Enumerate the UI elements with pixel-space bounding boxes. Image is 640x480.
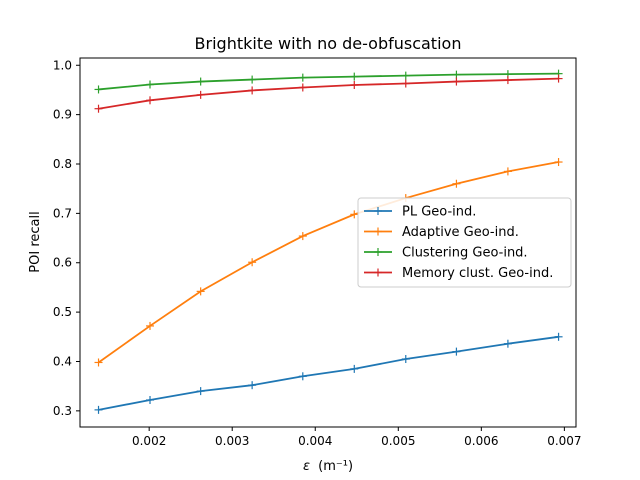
data-point: [298, 372, 307, 381]
data-point: [94, 104, 103, 113]
data-point: [298, 232, 307, 241]
data-point: [452, 70, 461, 79]
series-2: [94, 158, 563, 367]
data-point: [248, 75, 257, 84]
legend-item: Memory clust. Geo-ind.: [364, 266, 553, 281]
x-axis-label-symbol: ε: [303, 459, 310, 474]
y-tick-label: 0.9: [53, 108, 72, 122]
series-line: [98, 335, 559, 411]
y-axis-label: POI recall: [28, 211, 43, 272]
x-tick-label: 0.003: [215, 434, 249, 448]
x-tick-label: 0.004: [298, 434, 332, 448]
data-point: [350, 72, 359, 81]
data-point: [503, 339, 512, 348]
data-point: [196, 287, 205, 296]
data-point: [350, 210, 359, 219]
series-line: [98, 77, 559, 110]
data-point: [452, 347, 461, 356]
data-point: [146, 395, 155, 404]
y-tick-label: 0.8: [53, 157, 72, 171]
series-4: [94, 74, 563, 113]
y-tick-label: 0.4: [53, 354, 72, 368]
legend-label: PL Geo-ind.: [402, 205, 476, 220]
y-tick-label: 0.7: [53, 206, 72, 220]
data-point: [248, 381, 257, 390]
data-point: [146, 96, 155, 105]
data-point: [503, 76, 512, 85]
data-point: [452, 179, 461, 188]
y-tick-label: 0.3: [53, 404, 72, 418]
data-point: [248, 86, 257, 95]
data-point: [94, 85, 103, 94]
legend-marker: [374, 268, 382, 277]
data-point: [146, 321, 155, 330]
legend-marker: [374, 248, 382, 256]
series-3: [94, 69, 563, 94]
data-point: [554, 74, 563, 83]
data-point: [146, 80, 155, 89]
x-axis-label: ε (m⁻¹): [303, 459, 353, 474]
x-tick-label: 0.005: [381, 434, 415, 448]
x-axis-label-unit: (m⁻¹): [318, 459, 353, 474]
data-point: [554, 158, 563, 167]
data-point: [94, 405, 103, 414]
data-point: [196, 90, 205, 99]
data-point: [350, 364, 359, 373]
data-point: [196, 77, 205, 86]
legend-label: Clustering Geo-ind.: [402, 246, 528, 261]
x-tick-label: 0.006: [464, 434, 498, 448]
data-point: [94, 358, 103, 367]
y-tick-label: 0.6: [53, 256, 72, 270]
series-line: [98, 72, 559, 91]
data-point: [452, 77, 461, 86]
x-tick-label: 0.007: [547, 434, 581, 448]
data-point: [248, 258, 257, 267]
y-tick-label: 1.0: [53, 58, 72, 72]
legend-label: Adaptive Geo-ind.: [402, 225, 519, 240]
data-point: [298, 83, 307, 92]
data-point: [401, 79, 410, 88]
legend-item: Adaptive Geo-ind.: [364, 225, 519, 240]
legend-marker: [374, 227, 382, 236]
x-tick-label: 0.002: [132, 434, 166, 448]
series-1: [94, 332, 563, 414]
legend-item: Clustering Geo-ind.: [364, 246, 528, 261]
legend-box: [357, 197, 572, 288]
data-point: [298, 73, 307, 82]
chart-title: Brightkite with no de-obfuscation: [195, 34, 462, 53]
series-line: [97, 161, 559, 364]
legend-label: Memory clust. Geo-ind.: [402, 266, 553, 281]
legend-item: PL Geo-ind.: [364, 205, 476, 220]
series-layer: [94, 69, 563, 414]
data-point: [503, 167, 512, 176]
y-tick-label: 0.5: [53, 305, 72, 319]
data-point: [401, 71, 410, 80]
legend-marker: [374, 207, 382, 215]
legend: PL Geo-ind. Adaptive Geo-ind. Clustering G…: [357, 197, 572, 288]
axis-ticks: 0.002 0.003 0.004 0.005 0.006 0.007 0.3 0.4 0.5 0…: [53, 58, 582, 448]
data-point: [350, 81, 359, 90]
plot-frame: [79, 57, 577, 428]
data-point: [401, 355, 410, 364]
data-point: [196, 387, 205, 396]
data-point: [554, 332, 563, 341]
